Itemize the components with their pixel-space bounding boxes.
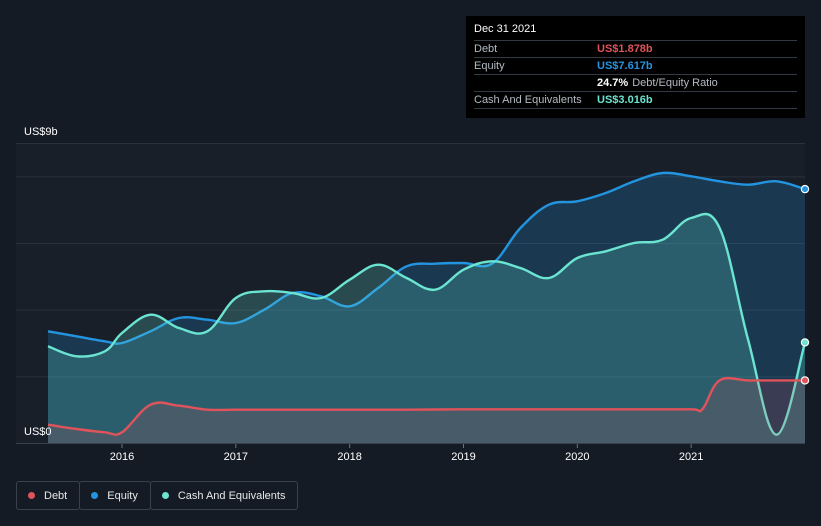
y-axis-bottom-label: US$0 bbox=[24, 426, 52, 438]
tooltip-row-debt: Debt US$1.878b bbox=[474, 40, 797, 57]
grid-lines bbox=[16, 143, 805, 378]
x-tick-label-2019: 2019 bbox=[451, 451, 475, 463]
tooltip-equity-value: US$7.617b bbox=[597, 60, 653, 72]
tooltip-cash-label: Cash And Equivalents bbox=[474, 94, 582, 106]
legend-debt-label: Debt bbox=[44, 489, 68, 502]
tooltip-equity-label: Equity bbox=[474, 60, 505, 72]
tooltip-debt-value: US$1.878b bbox=[597, 43, 653, 55]
equity-line bbox=[47, 171, 806, 345]
x-axis-ticks: 2016 2017 2018 2019 2020 2021 bbox=[110, 443, 703, 463]
legend-cash-dot-icon bbox=[161, 492, 169, 499]
tooltip-date: Dec 31 2021 bbox=[474, 23, 537, 35]
legend-item-equity[interactable]: Equity bbox=[79, 481, 151, 510]
x-tick-label-2017: 2017 bbox=[224, 451, 248, 463]
tooltip-row-cash: Cash And Equivalents US$3.016b bbox=[474, 91, 797, 109]
x-tick-label-2021: 2021 bbox=[679, 451, 703, 463]
legend-equity-label: Equity bbox=[107, 489, 138, 502]
legend-cash-label: Cash And Equivalents bbox=[177, 489, 286, 502]
tooltip-cash-value: US$3.016b bbox=[597, 94, 653, 106]
legend-item-debt[interactable]: Debt bbox=[16, 481, 81, 510]
y-axis-top-label: US$9b bbox=[24, 126, 58, 138]
equity-area bbox=[48, 172, 805, 443]
tooltip-ratio-spacer bbox=[474, 75, 597, 91]
debt-endpoint bbox=[800, 376, 810, 385]
cash-and-equivalents-endpoint bbox=[800, 338, 810, 347]
x-tick-label-2020: 2020 bbox=[565, 451, 589, 463]
tooltip-row-equity: Equity US$7.617b bbox=[474, 57, 797, 74]
x-tick-label-2016: 2016 bbox=[110, 451, 134, 463]
tooltip-ratio-label: Debt/Equity Ratio bbox=[632, 77, 718, 89]
cash-and-equivalents-area bbox=[48, 213, 805, 443]
cash-and-equivalents-line bbox=[47, 212, 807, 436]
legend-item-cash[interactable]: Cash And Equivalents bbox=[149, 481, 299, 510]
tooltip-ratio-value: 24.7% bbox=[597, 77, 629, 89]
debt-line bbox=[47, 376, 805, 436]
equity-endpoint bbox=[800, 184, 810, 194]
tooltip-debt-label: Debt bbox=[474, 43, 498, 55]
series-endpoints bbox=[800, 184, 810, 385]
legend-equity-dot-icon bbox=[91, 492, 99, 499]
plot-background bbox=[16, 143, 805, 444]
chart-legend: Debt Equity Cash And Equivalents bbox=[16, 481, 299, 510]
tooltip-panel: Dec 31 2021 Debt US$1.878b Equity US$7.6… bbox=[466, 16, 805, 118]
series-layer bbox=[47, 171, 807, 443]
legend-debt-dot-icon bbox=[28, 492, 35, 499]
tooltip-row-ratio: 24.7% Debt/Equity Ratio bbox=[474, 74, 797, 91]
x-tick-label-2018: 2018 bbox=[337, 451, 361, 463]
